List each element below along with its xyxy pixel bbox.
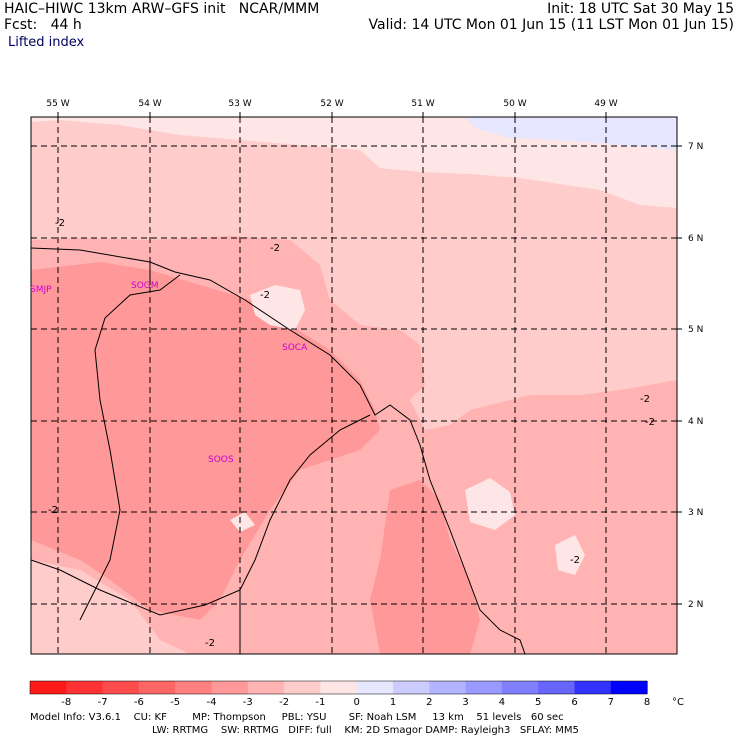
lon-label: 55 W <box>46 99 69 109</box>
colorbar-label: -5 <box>170 697 180 708</box>
colorbar-label: 0 <box>354 697 360 708</box>
lon-label: 49 W <box>594 99 617 109</box>
colorbar-label: -8 <box>61 697 71 708</box>
lon-label: 51 W <box>411 99 434 109</box>
ticks <box>57 112 682 605</box>
valid-time: Valid: 14 UTC Mon 01 Jun 15 (11 LST Mon … <box>368 17 734 33</box>
forecast-hour: Fcst: 44 h <box>4 17 82 33</box>
station-sogm: SOGM <box>131 281 159 291</box>
model-title: HAIC–HIWC 13km ARW–GFS init NCAR/MMM <box>4 1 320 17</box>
colorbar-swatch <box>247 681 285 694</box>
colorbar-swatch <box>284 681 321 694</box>
field-minus3-east <box>370 480 480 654</box>
contour-label: -2 <box>55 218 65 229</box>
field-pocket <box>555 535 585 575</box>
contour-label: -2 <box>48 505 58 516</box>
colorbar-label: -3 <box>243 697 253 708</box>
lon-label: 52 W <box>320 99 343 109</box>
colorbar-unit: °C <box>672 697 684 708</box>
colorbar-label: -1 <box>315 697 325 708</box>
contour-label: -2 <box>205 638 215 649</box>
station-smjp: SMJP <box>30 285 52 295</box>
latitude-labels: 7 N 6 N 5 N 4 N 3 N 2 N <box>688 142 703 610</box>
station-soos: SOOS <box>208 455 234 465</box>
colorbar-swatch <box>102 681 140 694</box>
footer-physics-info: LW: RRTMG SW: RRTMG DIFF: full KM: 2D Sm… <box>152 725 579 736</box>
field-positive-patch <box>465 117 677 150</box>
colorbar-frame <box>29 680 648 695</box>
field-minus3-core <box>31 262 380 620</box>
coastline <box>31 247 526 654</box>
station-soca: SOCA <box>282 343 308 353</box>
lat-label: 5 N <box>688 325 703 335</box>
field-pocket <box>250 285 305 330</box>
field-pocket <box>230 512 255 532</box>
field-name: Lifted index <box>8 35 85 50</box>
colorbar-swatch <box>538 681 575 694</box>
graticule <box>31 117 677 654</box>
lat-label: 3 N <box>688 508 703 518</box>
colorbar-swatch <box>429 681 467 694</box>
init-time: Init: 18 UTC Sat 30 May 15 <box>547 1 734 17</box>
map-frame <box>30 116 678 655</box>
colorbar-swatch <box>66 681 104 694</box>
colorbar-swatch <box>30 681 67 694</box>
colorbar-swatch <box>393 681 430 694</box>
colorbar-label: -6 <box>134 697 144 708</box>
colorbar-swatch <box>356 681 394 694</box>
colorbar-swatch <box>175 681 212 694</box>
colorbar-label: 3 <box>462 697 468 708</box>
stations: SMJP SOGM SOCA SOOS <box>30 281 308 465</box>
contour-labels: -2 -2 -2 -2 -2 -2 -2 -2 <box>48 218 655 649</box>
colorbar-label: 4 <box>499 697 505 708</box>
contour-label: -2 <box>270 243 280 254</box>
colorbar-label: -2 <box>279 697 289 708</box>
lon-label: 53 W <box>228 99 251 109</box>
border-suriname-south <box>31 414 371 616</box>
colorbar-swatch <box>138 681 176 694</box>
lon-label: 50 W <box>503 99 526 109</box>
colorbar: -8 -7 -6 -5 -4 -3 -2 -1 0 1 2 3 4 5 6 7 8 °C <box>29 680 684 708</box>
colorbar-label: -7 <box>98 697 108 708</box>
colorbar-label: 6 <box>571 697 577 708</box>
contour-label: -2 <box>570 555 580 566</box>
lat-label: 6 N <box>688 234 703 244</box>
lat-label: 4 N <box>688 417 703 427</box>
colorbar-label: 2 <box>426 697 432 708</box>
lon-label: 54 W <box>138 99 161 109</box>
contour-label: -2 <box>640 394 650 405</box>
longitude-labels: 55 W 54 W 53 W 52 W 51 W 50 W 49 W <box>46 99 617 109</box>
colorbar-swatch <box>610 681 648 694</box>
lat-label: 7 N <box>688 142 703 152</box>
footer-model-info: Model Info: V3.6.1 CU: KF MP: Thompson P… <box>30 712 564 723</box>
contour-label: -2 <box>645 417 655 428</box>
colorbar-label: 7 <box>608 697 614 708</box>
colorbar-swatch <box>320 681 358 694</box>
lat-label: 2 N <box>688 600 703 610</box>
colorbar-swatch <box>465 681 503 694</box>
colorbar-swatch <box>211 681 249 694</box>
colorbar-label: 8 <box>644 697 650 708</box>
contour-label: -2 <box>260 290 270 301</box>
map-field <box>31 117 677 654</box>
border-suriname-west <box>79 274 181 621</box>
colorbar-label: 5 <box>535 697 541 708</box>
colorbar-swatch <box>501 681 539 694</box>
field-pocket <box>465 478 515 530</box>
colorbar-label: 1 <box>390 697 396 708</box>
colorbar-label: -4 <box>207 697 217 708</box>
colorbar-swatch <box>574 681 612 694</box>
